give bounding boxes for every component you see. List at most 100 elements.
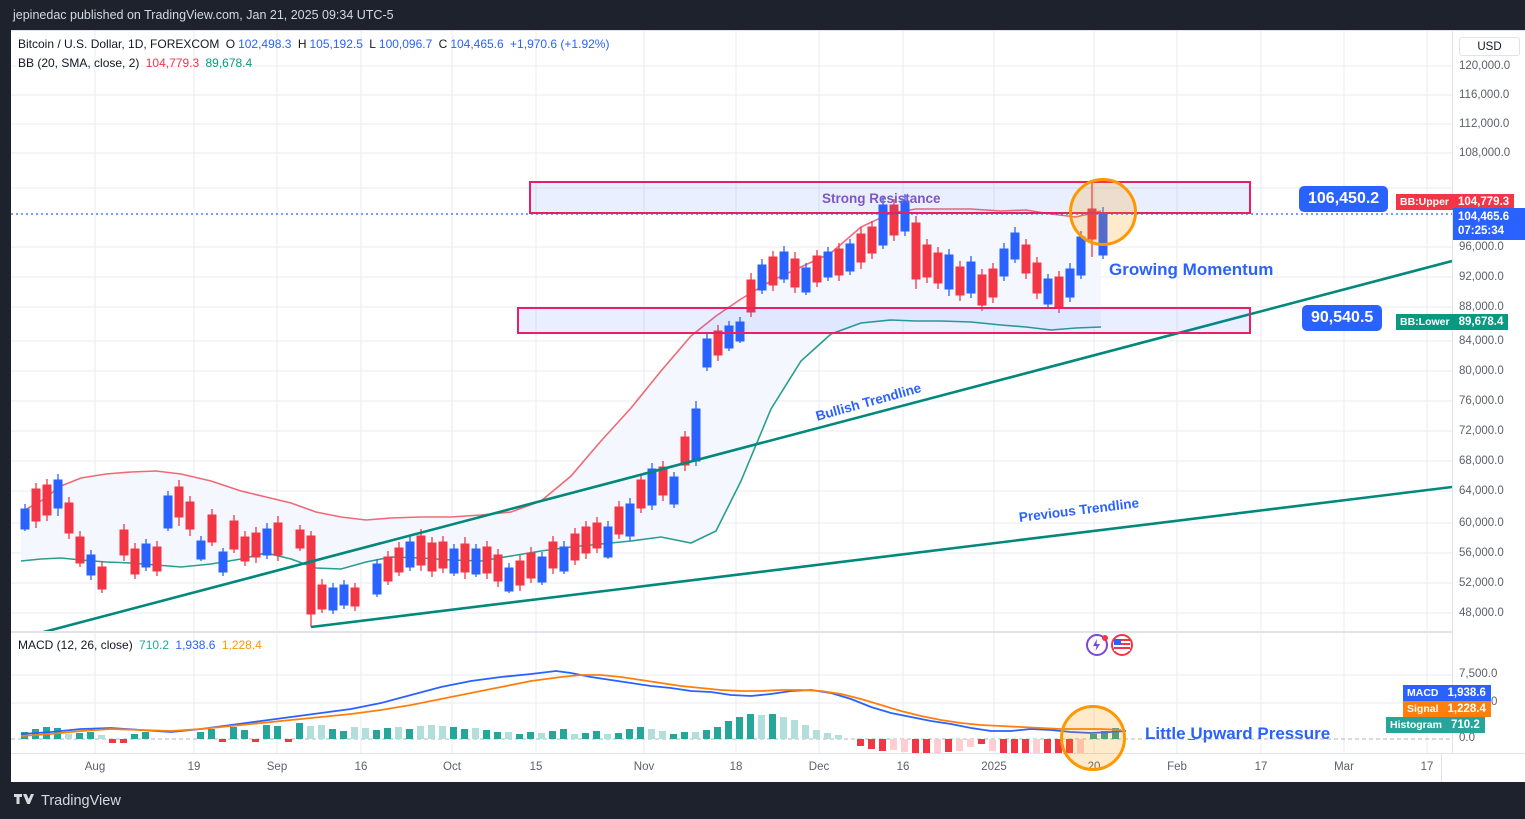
price-tick: 56,000.0 (1459, 547, 1504, 559)
time-tick: Dec (808, 761, 830, 773)
bb-legend-title[interactable]: BB (20, SMA, close, 2) (18, 56, 140, 70)
time-tick: 18 (729, 761, 743, 773)
last-price-badge[interactable]: 104,465.6 07:25:34 (1453, 208, 1525, 240)
macd-legend[interactable]: MACD (12, 26, close) 710.2 1,938.6 1,228… (18, 638, 265, 652)
bb-lower-tag: BB:Lower (1396, 314, 1454, 330)
macd-value: 1,938.6 (1442, 685, 1491, 701)
price-tick: 112,000.0 (1459, 118, 1510, 130)
histogram-badge[interactable]: Histogram 710.2 (1386, 717, 1485, 733)
time-tick: 16 (896, 761, 910, 773)
time-tick: Oct (443, 761, 461, 773)
time-tick: 16 (354, 761, 368, 773)
price-tick: 120,000.0 (1459, 60, 1511, 72)
ohlc-close: 104,465.6 (450, 37, 504, 51)
bb-upper-badge[interactable]: BB:Upper 104,779.3 (1396, 194, 1515, 210)
price-tick: 116,000.0 (1459, 89, 1510, 101)
time-tick: 17 (1254, 761, 1268, 773)
little-upward-pressure-label: Little Upward Pressure (1145, 724, 1331, 743)
ohlc-low-label: L (369, 37, 376, 51)
bb-lower-line (20, 319, 1102, 570)
macd-legend-title: MACD (12, 26, close) (18, 638, 133, 652)
bb-lower-value: 89,678.4 (1453, 314, 1509, 330)
economic-event-icons[interactable] (1085, 632, 1135, 658)
symbol-legend[interactable]: Bitcoin / U.S. Dollar, 1D, FOREXCOM O 102… (18, 36, 612, 72)
time-tick: Nov (633, 761, 655, 773)
ohlc-change: +1,970.6 (+1.92%) (510, 37, 610, 51)
time-tick: Mar (1334, 761, 1354, 773)
candlestick-series (20, 181, 1108, 627)
signal-value: 1,228.4 (1442, 701, 1491, 717)
ohlc-low: 100,096.7 (378, 37, 433, 51)
growing-momentum-label: Growing Momentum (1109, 260, 1274, 279)
last-price-value: 104,465.6 (1458, 211, 1510, 223)
signal-tag: Signal (1403, 701, 1443, 717)
macd-tick: 7,500.0 (1459, 668, 1498, 680)
signal-badge[interactable]: Signal 1,228.4 (1403, 701, 1491, 717)
macd-tick: 0.0 (1459, 732, 1475, 744)
price-pane-canvas (11, 31, 1452, 631)
bollinger-band-fill (21, 209, 1101, 569)
price-scale[interactable]: USD 120,000.0 116,000.0 112,000.0 108,00… (1452, 31, 1525, 784)
ohlc-high: 105,192.5 (309, 37, 363, 51)
footer-bar: TradingView (0, 782, 1525, 819)
bb-lower-badge[interactable]: BB:Lower 89,678.4 (1396, 314, 1509, 330)
macd-line (20, 670, 1127, 735)
time-tick: 15 (529, 761, 543, 773)
bb-legend-upper: 104,779.3 (145, 56, 200, 70)
bar-countdown: 07:25:34 (1458, 225, 1505, 237)
support-price-label[interactable]: 90,540.5 (1302, 305, 1383, 331)
tradingview-logo[interactable]: TradingView (14, 793, 121, 809)
price-tick: 76,000.0 (1459, 395, 1504, 407)
macd-legend-signal: 1,228.4 (221, 638, 262, 652)
price-tick: 84,000.0 (1459, 335, 1504, 347)
time-tick: 17 (1420, 761, 1434, 773)
chart-area[interactable]: Strong Resistance Growing Momentum Bulli… (11, 30, 1525, 784)
price-tick: 72,000.0 (1459, 425, 1504, 437)
price-tick: 68,000.0 (1459, 455, 1504, 467)
price-tick: 92,000.0 (1459, 271, 1504, 283)
macd-tag: MACD (1403, 685, 1443, 701)
bullish-trendline (42, 259, 1452, 631)
ohlc-open-label: O (225, 37, 236, 51)
time-tick: Feb (1167, 761, 1187, 773)
previous-trendline (310, 485, 1452, 629)
histogram-value: 710.2 (1445, 717, 1485, 733)
bb-legend-lower: 89,678.4 (205, 56, 253, 70)
pane-separator[interactable] (11, 631, 1452, 632)
price-tick: 48,000.0 (1459, 607, 1504, 619)
bb-upper-value: 104,779.3 (1453, 194, 1515, 210)
time-tick: 2025 (981, 761, 1007, 773)
price-tick: 108,000.0 (1459, 147, 1511, 159)
macd-legend-macd: 1,938.6 (175, 638, 216, 652)
symbol-name[interactable]: Bitcoin / U.S. Dollar, 1D, FOREXCOM (18, 37, 220, 51)
price-tick: 80,000.0 (1459, 365, 1504, 377)
time-tick: 19 (187, 761, 201, 773)
time-tick: Sep (266, 761, 288, 773)
support-zone[interactable] (517, 307, 1251, 334)
bb-upper-tag: BB:Upper (1396, 194, 1453, 210)
macd-badge[interactable]: MACD 1,938.6 (1403, 685, 1491, 701)
price-tick: 96,000.0 (1459, 241, 1504, 253)
time-scale-divider (1441, 754, 1442, 783)
price-tick: 60,000.0 (1459, 517, 1504, 529)
time-scale[interactable]: Aug 19 Sep 16 Oct 15 Nov 18 Dec 16 2025 … (11, 753, 1525, 783)
resistance-price-label[interactable]: 106,450.2 (1299, 186, 1389, 212)
macd-signal-line (20, 674, 1122, 737)
time-tick: Aug (84, 761, 106, 773)
publish-info-bar: jepinedac published on TradingView.com, … (0, 0, 1525, 30)
price-tick: 52,000.0 (1459, 577, 1504, 589)
tradingview-logo-icon (14, 794, 34, 804)
macd-crossover-highlight-circle (1060, 705, 1126, 771)
ohlc-open: 102,498.3 (238, 37, 292, 51)
currency-label[interactable]: USD (1459, 37, 1520, 56)
histogram-tag: Histogram (1386, 717, 1446, 733)
macd-legend-histogram: 710.2 (139, 638, 170, 652)
ohlc-close-label: C (438, 37, 448, 51)
breakout-highlight-circle (1069, 178, 1137, 246)
price-tick: 64,000.0 (1459, 485, 1504, 497)
strong-resistance-label: Strong Resistance (822, 191, 941, 206)
tradingview-brand-text: TradingView (41, 792, 121, 809)
price-pane[interactable]: Strong Resistance Growing Momentum Bulli… (11, 31, 1452, 631)
ohlc-high-label: H (297, 37, 307, 51)
